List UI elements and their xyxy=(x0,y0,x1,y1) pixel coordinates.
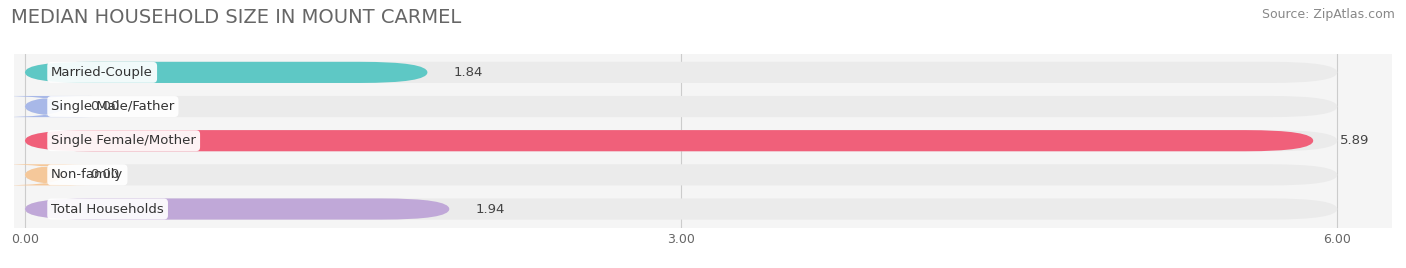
FancyBboxPatch shape xyxy=(0,96,93,117)
Text: 5.89: 5.89 xyxy=(1340,134,1369,147)
FancyBboxPatch shape xyxy=(0,164,93,185)
Text: Single Male/Father: Single Male/Father xyxy=(51,100,174,113)
FancyBboxPatch shape xyxy=(25,130,1337,151)
FancyBboxPatch shape xyxy=(25,198,450,219)
Text: Total Households: Total Households xyxy=(51,203,165,215)
FancyBboxPatch shape xyxy=(25,62,427,83)
Text: 0.00: 0.00 xyxy=(90,168,120,181)
Text: 1.84: 1.84 xyxy=(454,66,484,79)
FancyBboxPatch shape xyxy=(25,62,1337,83)
Text: Single Female/Mother: Single Female/Mother xyxy=(51,134,195,147)
Text: Source: ZipAtlas.com: Source: ZipAtlas.com xyxy=(1261,8,1395,21)
Text: MEDIAN HOUSEHOLD SIZE IN MOUNT CARMEL: MEDIAN HOUSEHOLD SIZE IN MOUNT CARMEL xyxy=(11,8,461,27)
FancyBboxPatch shape xyxy=(25,164,1337,185)
FancyBboxPatch shape xyxy=(25,130,1313,151)
Text: Non-family: Non-family xyxy=(51,168,124,181)
FancyBboxPatch shape xyxy=(25,198,1337,219)
Text: 0.00: 0.00 xyxy=(90,100,120,113)
FancyBboxPatch shape xyxy=(25,96,1337,117)
Text: Married-Couple: Married-Couple xyxy=(51,66,153,79)
Text: 1.94: 1.94 xyxy=(475,203,505,215)
